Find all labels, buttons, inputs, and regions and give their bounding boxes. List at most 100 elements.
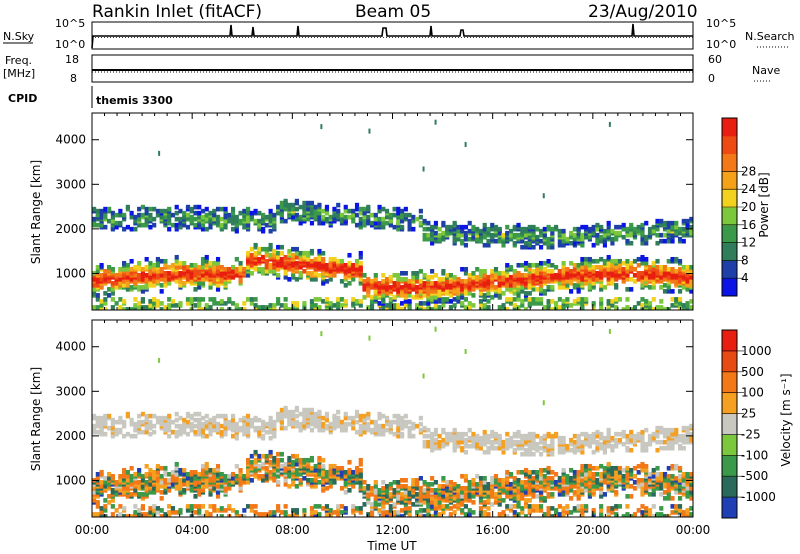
range-time-cell [388, 279, 393, 284]
range-time-cell [155, 506, 161, 511]
range-time-cell [122, 266, 127, 272]
range-time-cell [227, 473, 232, 479]
range-time-cell [208, 285, 213, 290]
range-time-cell [253, 415, 258, 421]
range-time-cell [467, 273, 472, 278]
range-time-cell [324, 504, 330, 509]
range-time-cell [283, 254, 288, 260]
range-time-cell [129, 465, 134, 471]
range-time-cell [662, 232, 668, 238]
range-time-cell [174, 303, 179, 308]
range-time-cell [107, 500, 112, 505]
range-time-cell [505, 287, 510, 292]
range-time-cell [279, 212, 284, 218]
range-time-cell [110, 218, 115, 224]
range-time-cell [182, 222, 187, 228]
range-time-cell [159, 307, 164, 310]
range-time-cell [253, 297, 258, 302]
range-time-cell [313, 415, 318, 421]
range-time-cell [441, 443, 446, 449]
range-time-cell [103, 291, 108, 296]
range-time-cell [497, 478, 502, 483]
range-time-cell [324, 216, 330, 222]
range-time-cell [125, 473, 130, 479]
range-time-cell [182, 214, 187, 220]
range-time-cell [249, 246, 254, 252]
range-time-cell [230, 421, 236, 427]
range-time-cell [505, 480, 510, 485]
range-time-cell [103, 475, 108, 481]
range-time-cell [279, 250, 284, 256]
range-time-cell [167, 271, 172, 276]
range-time-cell [189, 297, 194, 302]
range-time-cell [632, 226, 638, 232]
range-time-cell [602, 465, 608, 471]
range-time-cell [493, 266, 499, 272]
range-time-cell [377, 220, 382, 226]
range-time-cell [261, 305, 266, 310]
range-time-cell [362, 210, 367, 216]
range-time-cell [531, 451, 536, 457]
range-time-cell [644, 299, 649, 304]
range-time-cell [384, 510, 390, 515]
range-time-cell [388, 297, 393, 302]
range-time-cell [516, 297, 521, 302]
range-time-cell [471, 478, 476, 483]
range-time-cell [463, 441, 469, 447]
range-time-cell [445, 230, 450, 236]
range-time-cell [178, 224, 183, 230]
range-time-cell [118, 208, 123, 214]
range-time-cell [388, 482, 393, 487]
range-time-cell [576, 469, 581, 475]
range-time-cell [685, 222, 690, 228]
range-time-cell [152, 301, 157, 306]
range-time-cell [452, 496, 457, 501]
range-time-cell [309, 299, 315, 304]
range-time-cell [418, 415, 423, 421]
range-time-cell [516, 512, 521, 517]
range-time-cell [501, 275, 506, 280]
range-time-cell [306, 423, 311, 429]
range-time-cell [212, 208, 217, 214]
range-time-cell [148, 506, 153, 511]
range-time-cell [550, 299, 555, 304]
range-time-cell [625, 277, 630, 282]
range-time-cell [99, 421, 104, 427]
range-time-cell [110, 291, 115, 296]
range-time-cell [614, 490, 619, 495]
range-time-cell [110, 417, 115, 423]
range-time-cell [249, 459, 254, 465]
range-time-cell [103, 224, 108, 230]
range-time-cell [527, 301, 532, 306]
range-time-cell [257, 210, 262, 216]
range-time-cell [306, 463, 311, 469]
range-time-cell [433, 238, 438, 244]
range-time-cell [212, 508, 217, 513]
range-time-cell [685, 279, 690, 284]
range-time-cell [133, 214, 138, 220]
range-time-cell [512, 307, 517, 310]
range-time-cell [369, 419, 375, 425]
range-time-cell [95, 222, 100, 228]
range-time-cell [572, 299, 577, 304]
range-time-cell [219, 514, 224, 517]
range-time-cell [587, 256, 592, 262]
range-time-cell [272, 224, 277, 230]
range-time-cell [185, 431, 191, 437]
range-time-cell [234, 425, 239, 431]
range-time-cell [170, 303, 176, 308]
range-time-cell [452, 441, 457, 447]
range-time-cell [493, 285, 499, 290]
range-time-cell [189, 421, 194, 427]
range-time-cell [321, 488, 326, 493]
range-time-cell [662, 307, 668, 310]
range-time-cell [291, 273, 296, 278]
range-time-cell [369, 502, 375, 507]
range-time-cell [95, 500, 100, 505]
range-time-cell [354, 409, 360, 415]
range-time-cell [456, 228, 461, 234]
range-time-cell [512, 224, 517, 230]
range-time-cell [674, 230, 679, 236]
range-time-cell [309, 210, 315, 216]
range-time-cell [332, 413, 337, 419]
